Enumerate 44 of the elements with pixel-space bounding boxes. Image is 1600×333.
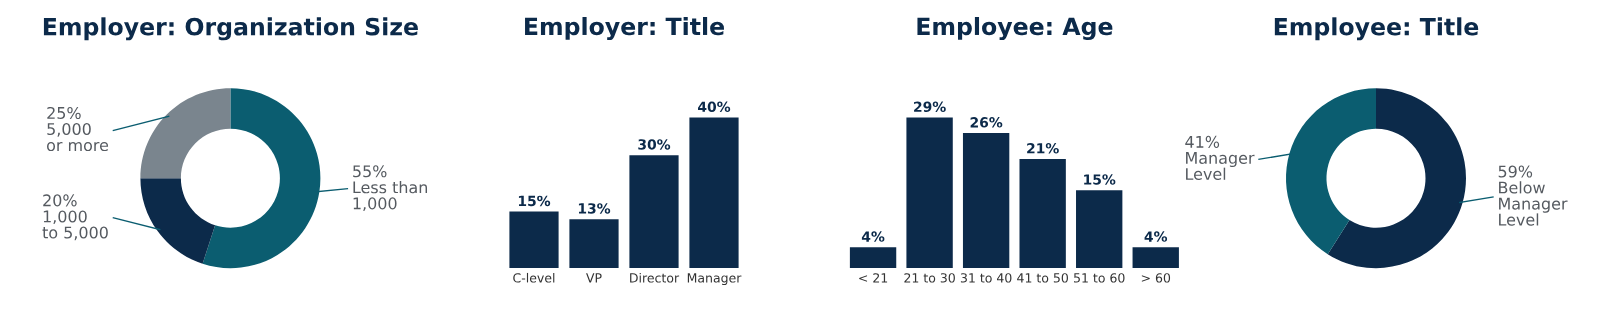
data-label: 40% [698,101,731,113]
x-tick-label: > 60 [1141,273,1171,283]
x-tick-label: Manager [687,273,742,286]
data-label: 15% [1084,174,1116,185]
x-tick-label: 51 to 60 [1074,273,1125,283]
slice-label: Less than 1,000 [353,180,428,212]
slice-label: Manager Level [1186,152,1255,181]
chart-title: Employee: Age [917,17,1113,41]
x-tick-label: C-level [513,272,555,283]
bar [629,155,679,269]
bar [962,133,1010,269]
x-tick-label: < 21 [859,273,888,283]
bar [569,219,619,269]
bar [1019,159,1066,269]
bar [689,117,739,269]
data-label: 25% [47,106,81,119]
bar [906,117,953,269]
bar [1132,247,1179,269]
x-tick-label: Director [630,272,680,283]
bar [1076,190,1123,269]
slice-label: 5,000 or more [47,122,109,152]
data-label: 4% [1144,231,1168,242]
data-label: 30% [638,139,671,150]
data-label: 41% [1185,135,1220,148]
data-label: 59% [1498,165,1533,178]
bar [849,247,897,269]
data-label: 55% [353,165,387,178]
chart-title: Employer: Organization Size [43,17,418,41]
data-label: 26% [970,117,1003,128]
x-tick-label: VP [586,273,602,283]
chart-title: Employee: Title [1274,17,1479,41]
data-label: 13% [578,203,611,214]
slice-label: Below Manager Level [1499,181,1568,226]
x-tick-label: 41 to 50 [1017,273,1068,283]
data-label: 15% [518,195,551,207]
data-label: 20% [43,194,77,207]
chart-title: Employer: Title [525,17,724,41]
data-label: 29% [914,101,946,113]
bar [509,211,559,269]
x-tick-label: 31 to 40 [960,273,1012,283]
data-label: 21% [1027,143,1059,154]
data-label: 4% [861,231,885,242]
x-tick-label: 21 to 30 [904,273,955,283]
slice-label: 1,000 to 5,000 [42,210,108,241]
